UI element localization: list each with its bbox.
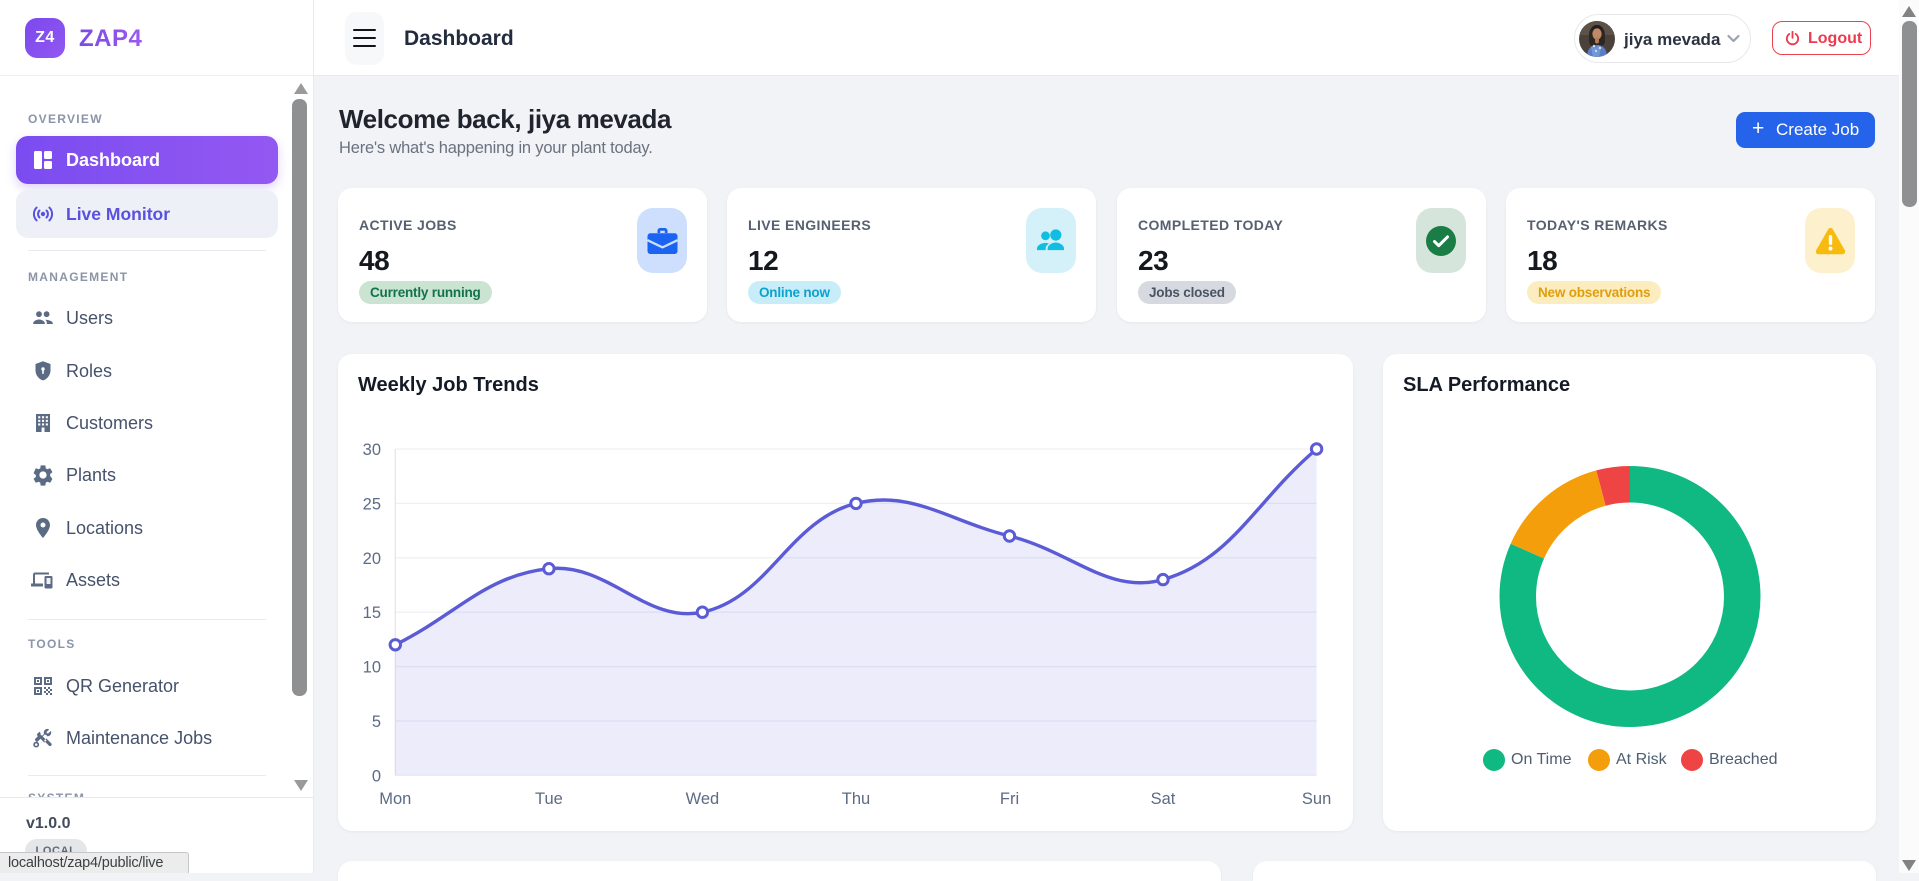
svg-text:10: 10 xyxy=(363,659,381,677)
svg-text:Thu: Thu xyxy=(842,790,870,808)
svg-text:Fri: Fri xyxy=(1000,790,1019,808)
svg-text:0: 0 xyxy=(372,767,381,785)
svg-text:15: 15 xyxy=(363,604,381,622)
svg-text:Sun: Sun xyxy=(1302,790,1331,808)
svg-text:Tue: Tue xyxy=(535,790,563,808)
svg-text:Sat: Sat xyxy=(1151,790,1176,808)
svg-text:Wed: Wed xyxy=(686,790,720,808)
svg-text:20: 20 xyxy=(363,550,381,568)
svg-text:Mon: Mon xyxy=(379,790,411,808)
svg-text:25: 25 xyxy=(363,495,381,513)
svg-text:30: 30 xyxy=(363,441,381,459)
svg-text:5: 5 xyxy=(372,713,381,731)
